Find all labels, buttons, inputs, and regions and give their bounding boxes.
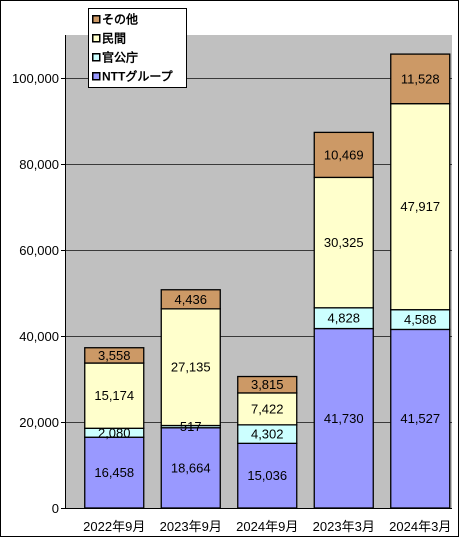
- government-value-label-2: 517: [180, 419, 202, 434]
- legend-item-government: 官公庁: [91, 50, 138, 65]
- government-value-label-1: 2,080: [98, 425, 131, 440]
- ntt-group-segment-5: [390, 328, 451, 509]
- ntt-group-segment-3: [237, 442, 298, 509]
- private-value-label-2: 27,135: [171, 360, 211, 375]
- legend-label-ntt-group: NTTグループ: [102, 69, 174, 84]
- ntt-group-value-label-2: 18,664: [171, 460, 211, 475]
- data-labels: 16,458 2,080 15,174 3,558 18,664 517 27,135 4,4…: [94, 71, 440, 483]
- x-tick-label: 2022年9月: [83, 519, 145, 534]
- y-tick-label: 100,000: [12, 71, 59, 86]
- y-axis: 0 20,000 40,000 60,000 80,000 100,000: [12, 35, 66, 516]
- private-segment-5: [390, 103, 451, 311]
- legend-swatch-ntt-group: [91, 71, 101, 81]
- private-value-label-3: 7,422: [251, 401, 284, 416]
- y-tick-label: 80,000: [19, 157, 59, 172]
- ntt-group-value-label-5: 41,527: [400, 411, 440, 426]
- ntt-group-value-label-3: 15,036: [247, 468, 287, 483]
- private-segment-2: [160, 308, 221, 427]
- other-value-label-1: 3,558: [98, 348, 131, 363]
- government-value-label-5: 4,588: [404, 312, 437, 327]
- ntt-group-value-label-4: 41,730: [324, 411, 364, 426]
- legend-swatch-other: [91, 14, 101, 24]
- other-value-label-5: 11,528: [401, 71, 440, 86]
- ntt-group-segment-2: [160, 427, 221, 509]
- x-axis: 2022年9月 2023年9月 2024年9月 2023年3月 2024年3月: [65, 508, 452, 534]
- y-tick-label: 40,000: [19, 329, 59, 344]
- legend-item-private: 民間: [91, 32, 126, 46]
- other-segment-4: [313, 131, 374, 179]
- y-tick-label: 60,000: [19, 243, 59, 258]
- private-value-label-4: 30,325: [324, 235, 364, 250]
- private-value-label-5: 47,917: [400, 199, 440, 214]
- bars: [84, 53, 451, 509]
- legend-label-other: その他: [102, 12, 138, 27]
- legend-label-private: 民間: [102, 32, 126, 46]
- y-tick-label: 20,000: [19, 415, 59, 430]
- legend-item-ntt-group: NTTグループ: [91, 69, 174, 84]
- other-value-label-3: 3,815: [251, 377, 284, 392]
- legend-swatch-private: [91, 33, 101, 43]
- other-value-label-4: 10,469: [324, 147, 364, 162]
- other-segment-2: [160, 289, 221, 310]
- government-value-label-3: 4,302: [251, 427, 284, 442]
- legend-swatch-government: [91, 52, 101, 62]
- private-value-label-1: 15,174: [94, 388, 134, 403]
- ntt-group-segment-4: [313, 327, 374, 509]
- government-value-label-4: 4,828: [327, 311, 360, 326]
- legend-box: [88, 8, 187, 88]
- other-value-label-2: 4,436: [174, 292, 207, 307]
- private-segment-3: [237, 392, 298, 426]
- other-segment-5: [390, 53, 451, 105]
- x-tick-label: 2024年3月: [389, 519, 451, 534]
- x-tick-label: 2023年9月: [160, 519, 222, 534]
- ntt-group-value-label-1: 16,458: [94, 465, 134, 480]
- private-segment-1: [84, 362, 145, 429]
- x-tick-label: 2024年9月: [236, 519, 298, 534]
- y-tick-label: 0: [52, 501, 59, 516]
- legend-label-government: 官公庁: [102, 50, 138, 65]
- other-segment-3: [237, 375, 298, 394]
- x-tick-label: 2023年3月: [313, 519, 375, 534]
- other-segment-1: [84, 347, 145, 364]
- legend-item-other: その他: [91, 12, 138, 27]
